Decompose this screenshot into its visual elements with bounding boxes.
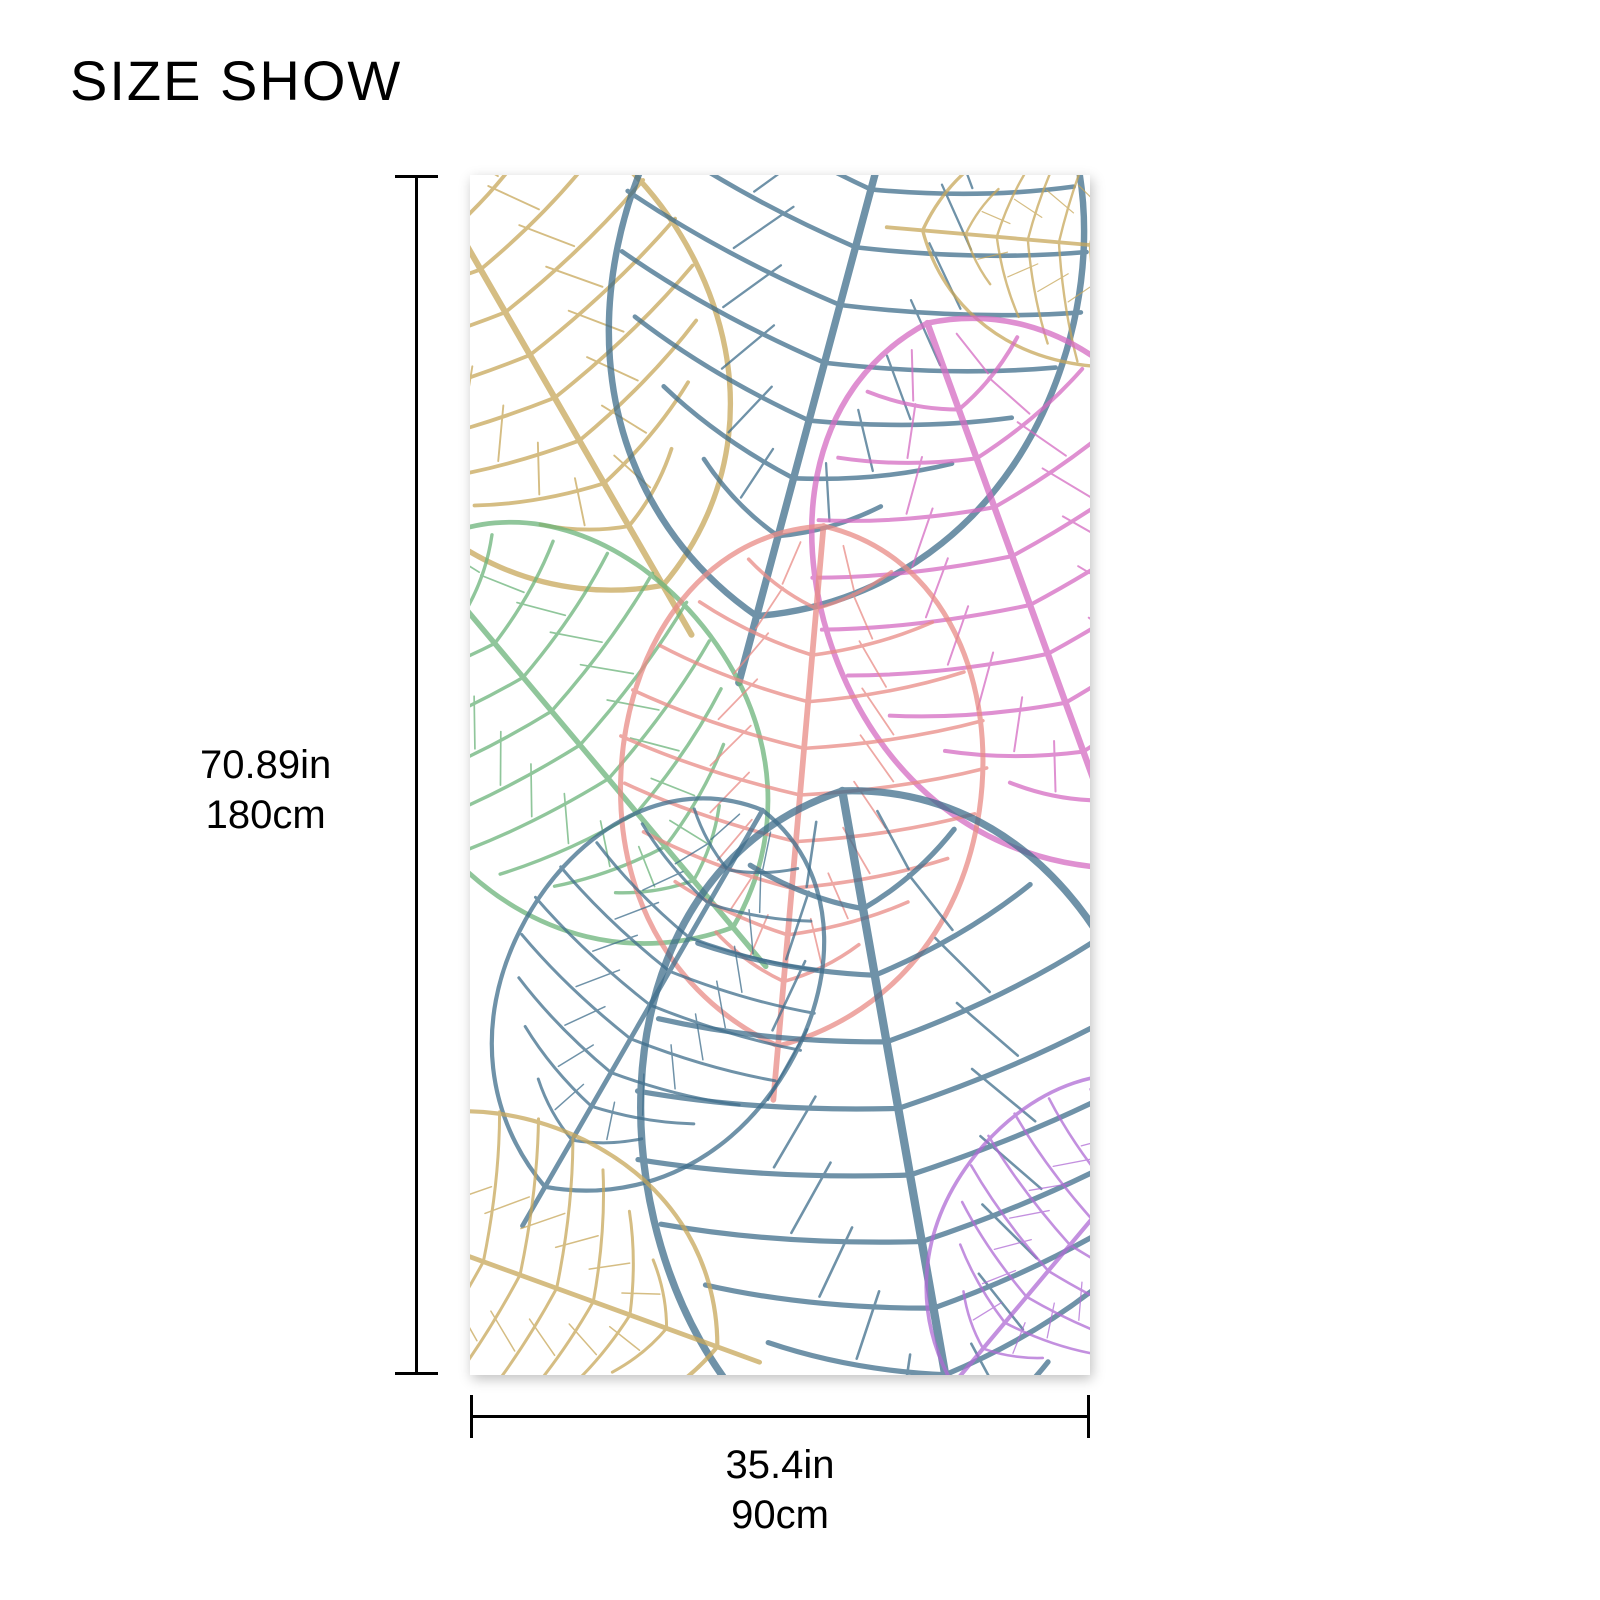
height-dimension-line bbox=[415, 175, 418, 1375]
height-cm: 180cm bbox=[200, 790, 331, 840]
height-inches: 70.89in bbox=[200, 740, 331, 790]
height-dimension-label: 70.89in 180cm bbox=[200, 740, 331, 840]
section-title: SIZE SHOW bbox=[70, 48, 402, 113]
width-inches: 35.4in bbox=[470, 1440, 1090, 1490]
product-image bbox=[470, 175, 1090, 1375]
width-dimension-line bbox=[470, 1415, 1090, 1418]
width-cm: 90cm bbox=[470, 1490, 1090, 1540]
width-dimension-label: 35.4in 90cm bbox=[470, 1440, 1090, 1540]
